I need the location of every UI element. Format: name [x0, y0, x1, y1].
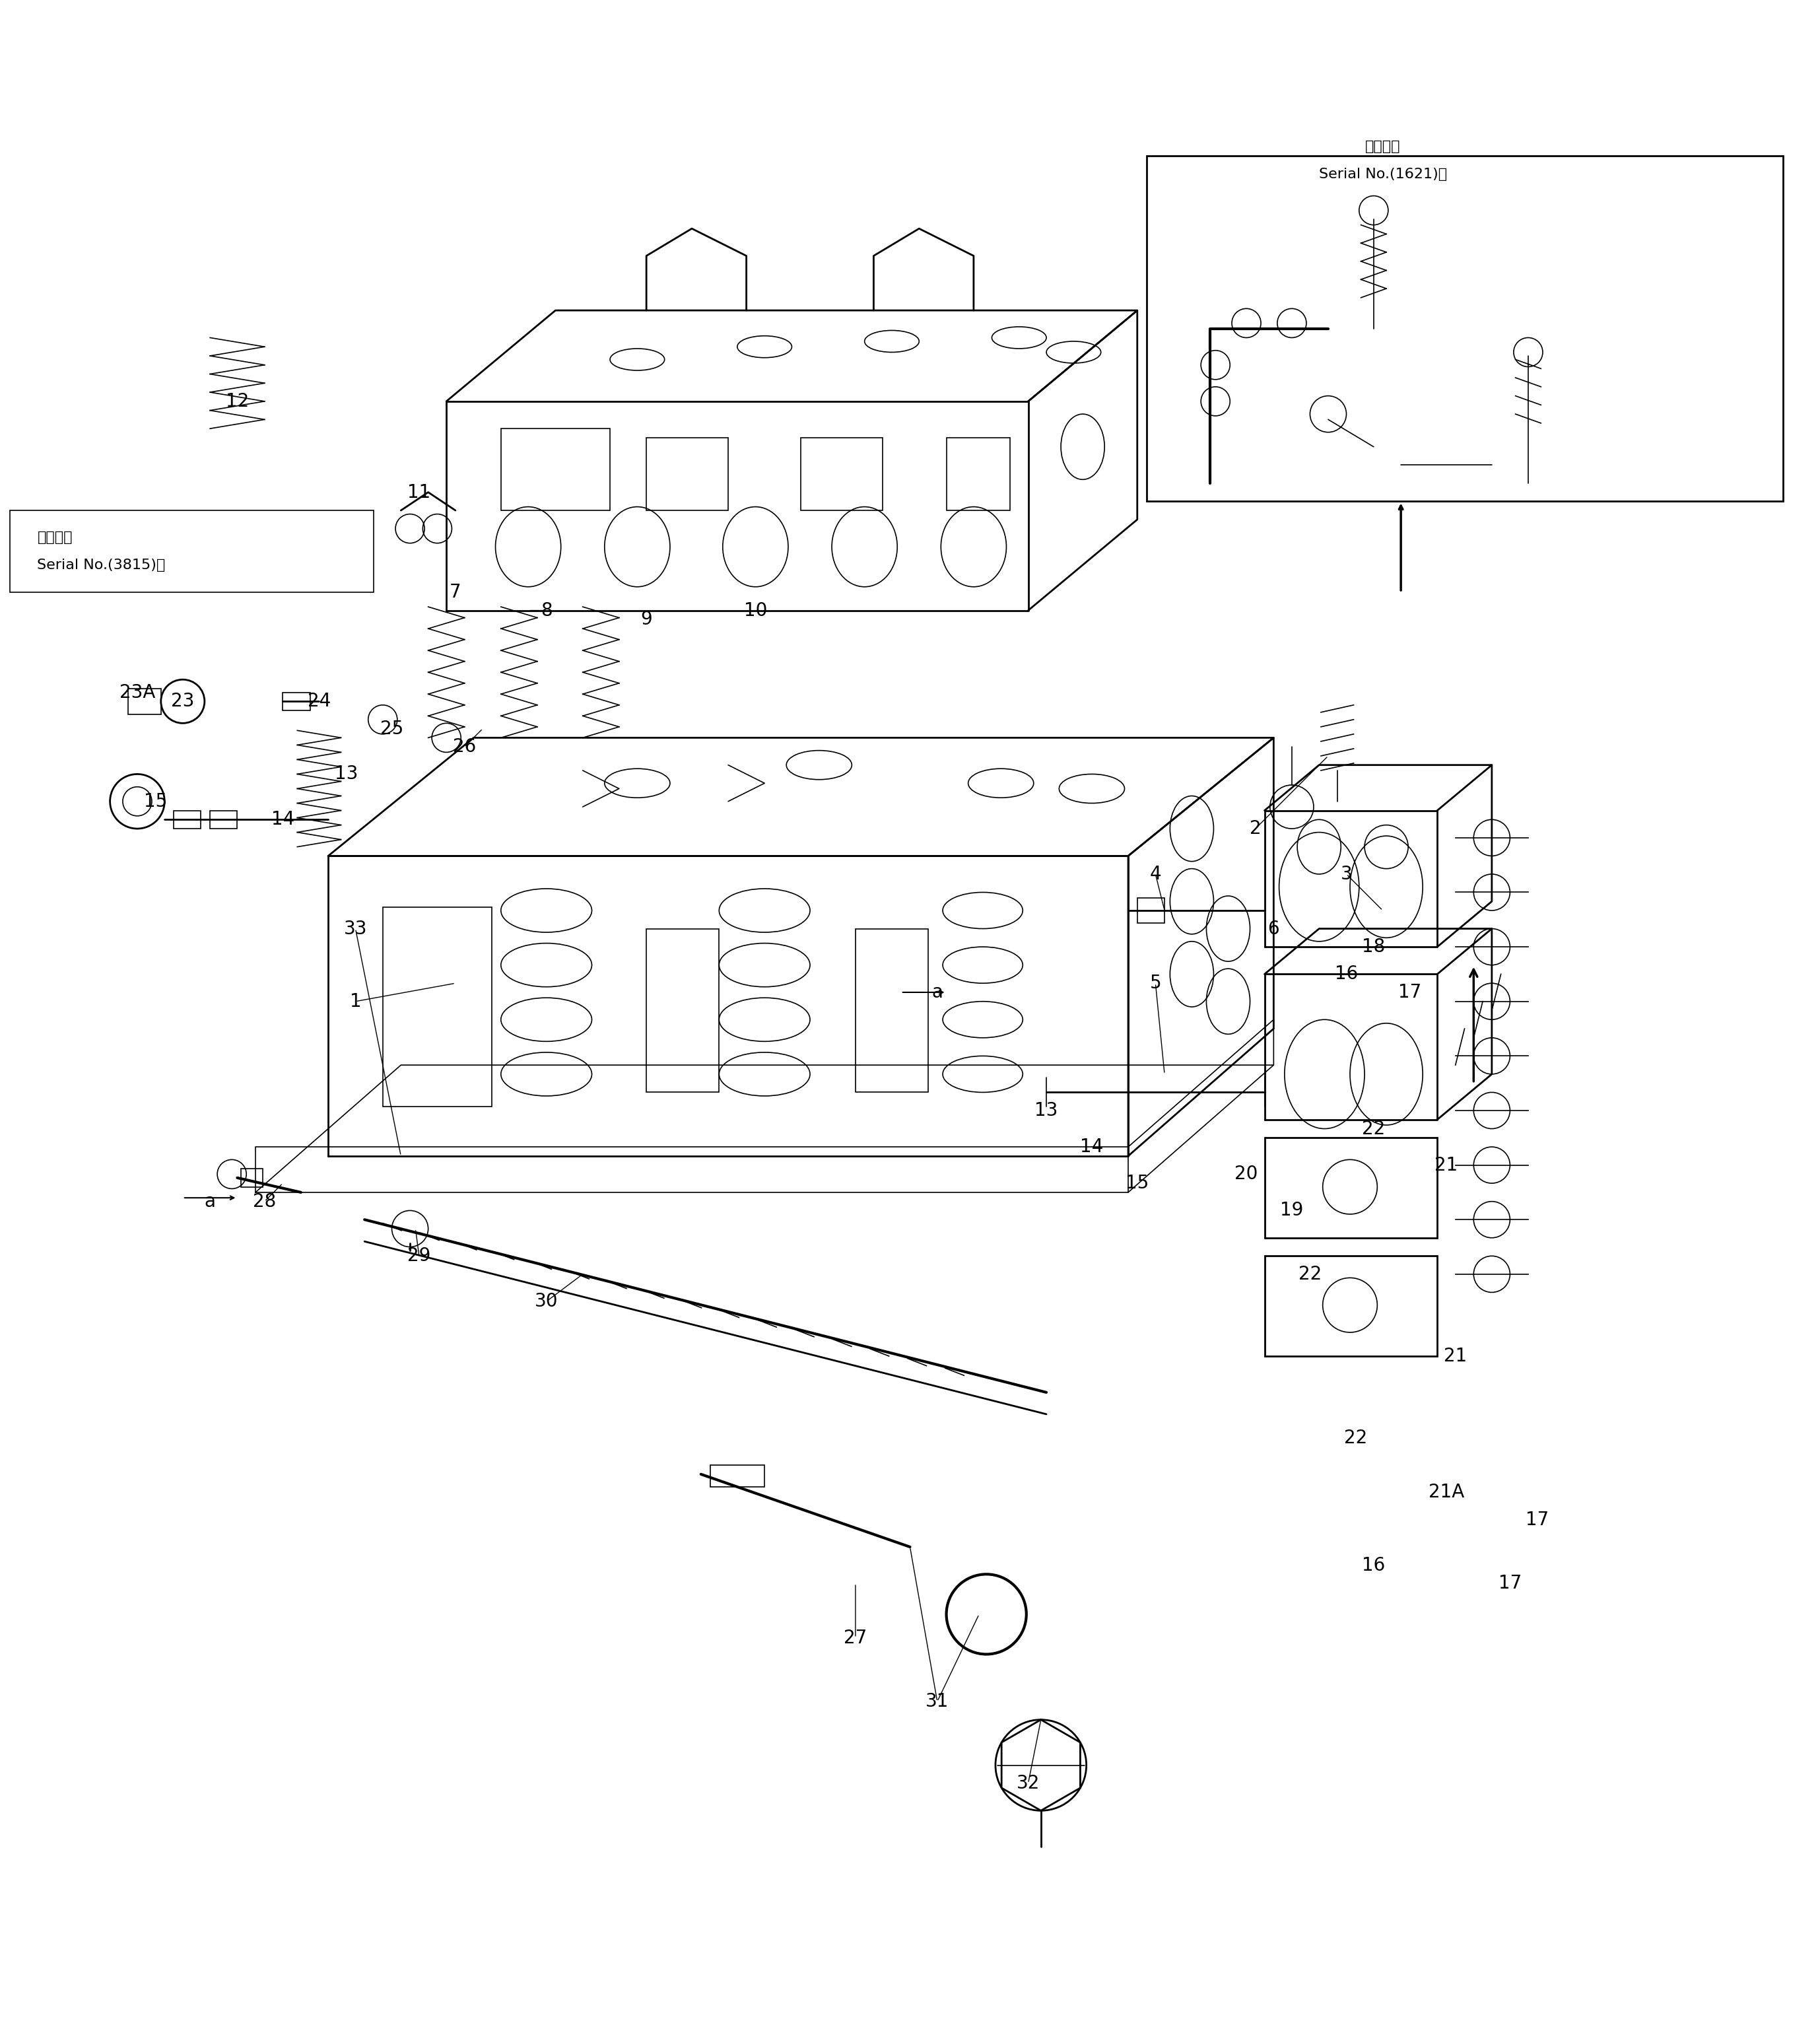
Text: 21A: 21A: [1429, 1483, 1465, 1502]
Bar: [382, 907, 491, 1108]
Text: 20: 20: [1234, 1164, 1258, 1184]
Text: 23A: 23A: [120, 683, 155, 701]
Bar: [240, 1168, 262, 1186]
Text: 14: 14: [271, 810, 295, 829]
Bar: [1265, 1138, 1438, 1237]
Bar: [127, 689, 160, 713]
Bar: [646, 930, 719, 1091]
Bar: [1138, 897, 1165, 924]
Text: 7: 7: [450, 582, 460, 602]
Text: 22: 22: [1361, 1120, 1385, 1138]
Text: Serial No.(1621)～: Serial No.(1621)～: [1320, 168, 1447, 180]
Text: 適用号機: 適用号機: [1365, 139, 1400, 154]
Text: 24: 24: [308, 691, 331, 711]
Text: 4: 4: [1150, 865, 1161, 883]
Text: 27: 27: [844, 1629, 866, 1647]
Text: 6: 6: [1269, 920, 1279, 938]
Text: 26: 26: [453, 738, 477, 756]
Text: 17: 17: [1398, 982, 1421, 1002]
Bar: [9, 511, 373, 592]
Bar: [801, 439, 883, 511]
Text: 11: 11: [408, 483, 431, 501]
Text: 31: 31: [926, 1692, 948, 1710]
Text: 16: 16: [1334, 964, 1358, 984]
Text: 19: 19: [1279, 1200, 1303, 1221]
Text: 3: 3: [1341, 865, 1352, 883]
Bar: [501, 428, 610, 511]
Text: 21: 21: [1443, 1346, 1467, 1366]
Text: 12: 12: [226, 392, 249, 410]
Text: 5: 5: [1150, 974, 1161, 992]
Bar: [209, 810, 237, 829]
Bar: [710, 1465, 764, 1487]
Bar: [946, 439, 1010, 511]
Text: 13: 13: [335, 764, 359, 784]
Text: 9: 9: [641, 610, 652, 629]
Bar: [282, 693, 309, 711]
Bar: [855, 930, 928, 1091]
Text: 15: 15: [1125, 1174, 1148, 1192]
Text: Serial No.(3815)～: Serial No.(3815)～: [36, 558, 166, 572]
Text: 2: 2: [1250, 819, 1261, 839]
Text: a: a: [932, 982, 943, 1002]
Text: 33: 33: [344, 920, 368, 938]
Text: 25: 25: [380, 719, 404, 738]
Bar: [1147, 156, 1784, 501]
Text: 適用号機: 適用号機: [36, 532, 73, 544]
Text: 10: 10: [744, 600, 768, 620]
Text: a: a: [204, 1192, 215, 1211]
Text: 16: 16: [1361, 1556, 1385, 1574]
Text: 32: 32: [1017, 1774, 1039, 1793]
Text: 15: 15: [144, 792, 167, 810]
Text: 22: 22: [1298, 1265, 1321, 1283]
Text: 13: 13: [1036, 1101, 1057, 1120]
Text: 17: 17: [1498, 1574, 1522, 1593]
Text: 29: 29: [408, 1247, 431, 1265]
Text: 17: 17: [1525, 1510, 1549, 1530]
Bar: [646, 439, 728, 511]
Text: 1: 1: [349, 992, 362, 1010]
Text: 14: 14: [1081, 1138, 1103, 1156]
Text: 28: 28: [253, 1192, 277, 1211]
Bar: [1265, 1255, 1438, 1356]
Text: 8: 8: [541, 600, 551, 620]
Text: 30: 30: [535, 1291, 559, 1312]
Text: 23: 23: [171, 691, 195, 711]
Text: 22: 22: [1343, 1429, 1367, 1447]
Bar: [173, 810, 200, 829]
Text: 18: 18: [1361, 938, 1385, 956]
Text: 21: 21: [1434, 1156, 1458, 1174]
